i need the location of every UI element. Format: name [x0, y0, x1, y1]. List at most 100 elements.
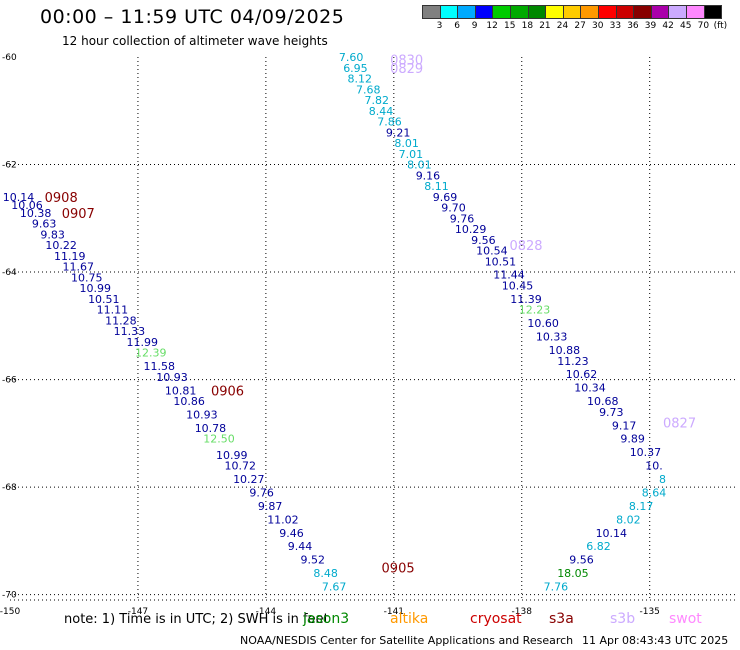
wave-height-label: 12.23 [519, 304, 551, 317]
wave-height-label: 11.28 [105, 314, 137, 327]
wave-height-label: 9.46 [279, 527, 304, 540]
color-scale-tick-label: 21 [539, 21, 551, 31]
wave-height-label: 12.39 [135, 347, 167, 360]
wave-height-label: 11.11 [97, 304, 129, 317]
color-scale-tick-label: 3 [436, 21, 443, 31]
pass-time-label: 0906 [211, 384, 244, 399]
wave-height-label: 8.44 [369, 105, 394, 118]
color-scale-tick-label: 30 [592, 21, 604, 31]
wave-height-label: 10.34 [574, 382, 606, 395]
wave-height-label: 7.67 [322, 581, 347, 594]
y-tick-label: -64 [2, 268, 17, 278]
x-tick-label: -144 [256, 607, 277, 617]
satellite-legend-altika: altika [390, 611, 429, 627]
pass-time-label: 0829 [390, 62, 423, 77]
wave-height-label: 10.88 [549, 344, 581, 357]
wave-height-label: 8.11 [424, 180, 449, 193]
y-tick-label: -70 [2, 591, 17, 601]
wave-height-label: 7.01 [399, 148, 424, 161]
wave-height-label: 10.51 [88, 293, 120, 306]
wave-height-label: 9.69 [433, 191, 458, 204]
wave-height-label: 9.56 [471, 234, 496, 247]
x-tick-label: -135 [639, 607, 659, 617]
x-tick-label: -147 [128, 607, 148, 617]
color-scale-tick-label: 39 [644, 21, 657, 31]
wave-height-label: 7.68 [356, 83, 381, 96]
wave-height-label: 10.78 [195, 422, 227, 435]
color-scale-tick-label: 45 [680, 21, 692, 31]
wave-height-label: 10.33 [536, 331, 568, 344]
wave-height-label: 10.06 [11, 199, 43, 212]
wave-height-label: 8.02 [616, 513, 641, 526]
wave-height-label: 9.16 [416, 169, 441, 182]
wave-height-label: 9.21 [386, 126, 411, 139]
pass-time-label: 0828 [509, 239, 542, 254]
wave-height-label: 9.63 [32, 218, 57, 231]
wave-height-label: 10.75 [71, 271, 103, 284]
wave-height-label: 10. [645, 460, 663, 473]
wave-height-label: 11.67 [62, 261, 94, 274]
satellite-legend-s3a: s3a [549, 611, 574, 627]
chart-subtitle: 12 hour collection of altimeter wave hei… [62, 34, 328, 48]
wave-height-label: 11.23 [557, 355, 589, 368]
wave-height-label: 10.68 [587, 395, 619, 408]
wave-height-label: 8.17 [629, 500, 654, 513]
wave-height-label: 10.45 [502, 279, 534, 292]
wave-height-label: 11.33 [114, 325, 146, 338]
wave-height-label: 9.83 [40, 228, 65, 241]
color-scale-tick-label: 33 [609, 21, 622, 31]
y-tick-label: -66 [2, 376, 17, 386]
color-scale-tick-label: 27 [574, 21, 586, 31]
y-tick-label: -68 [2, 483, 17, 493]
wave-height-label: 11.44 [493, 269, 525, 282]
pass-time-label: 0830 [390, 54, 423, 69]
wave-height-label: 9.87 [258, 500, 283, 513]
wave-height-label: 9.52 [301, 554, 326, 567]
color-scale-tick-label: 9 [471, 21, 478, 31]
x-tick-label: -138 [512, 607, 533, 617]
pass-time-label: 0907 [62, 207, 95, 222]
wave-height-label: 10.99 [80, 282, 112, 295]
chart-title: 00:00 – 11:59 UTC 04/09/2025 [40, 6, 345, 28]
wave-height-label: 6.82 [586, 540, 611, 553]
satellite-legend-s3b: s3b [610, 611, 636, 627]
wave-height-label: 10.93 [186, 409, 218, 422]
wave-height-label: 8.48 [313, 567, 338, 580]
wave-height-label: 10.38 [20, 207, 52, 220]
wave-height-label: 8.64 [642, 486, 667, 499]
x-tick-label: -150 [0, 607, 20, 617]
wave-height-label: 10.29 [455, 223, 487, 236]
generation-timestamp: 11 Apr 08:43:43 UTC 2025 [582, 634, 729, 647]
color-scale-tick-label: 6 [454, 21, 460, 31]
wave-height-label: 10.81 [165, 384, 197, 397]
wave-height-label: 10.22 [45, 239, 77, 252]
wave-height-label: 10.72 [225, 460, 257, 473]
wave-height-label: 10.99 [216, 449, 248, 462]
color-scale-tick-label: 42 [662, 21, 674, 31]
wave-height-label: 9.76 [450, 212, 475, 225]
color-scale-tick-label: 36 [627, 21, 639, 31]
wave-height-label: 9.73 [599, 406, 624, 419]
wave-height-label: 9.44 [288, 540, 313, 553]
wave-height-label: 11.58 [144, 360, 176, 373]
wave-height-label: 7.76 [544, 581, 569, 594]
wave-height-label: 10.14 [596, 527, 628, 540]
footer-note: note: 1) Time is in UTC; 2) SWH is in fe… [64, 612, 329, 627]
y-tick-label: -60 [2, 53, 17, 63]
wave-height-label: 12.50 [203, 433, 235, 446]
color-scale-tick-label: 15 [504, 21, 516, 31]
wave-height-label: 8.12 [347, 73, 372, 86]
pass-time-label: 0827 [663, 417, 696, 432]
credit-line: NOAA/NESDIS Center for Satellite Applica… [240, 634, 574, 647]
pass-time-label: 0905 [382, 562, 415, 577]
wave-height-label: 10.86 [173, 395, 205, 408]
wave-height-label: 11.99 [126, 336, 158, 349]
color-scale-swatch [703, 5, 723, 19]
color-scale-tick-label: 12 [486, 21, 498, 31]
wave-height-label: 7.86 [377, 116, 402, 129]
wave-height-label: 10.60 [527, 317, 559, 330]
satellite-legend-swot: swot [669, 611, 702, 627]
wave-height-label: 18.05 [557, 567, 589, 580]
wave-height-label: 9.56 [569, 554, 594, 567]
